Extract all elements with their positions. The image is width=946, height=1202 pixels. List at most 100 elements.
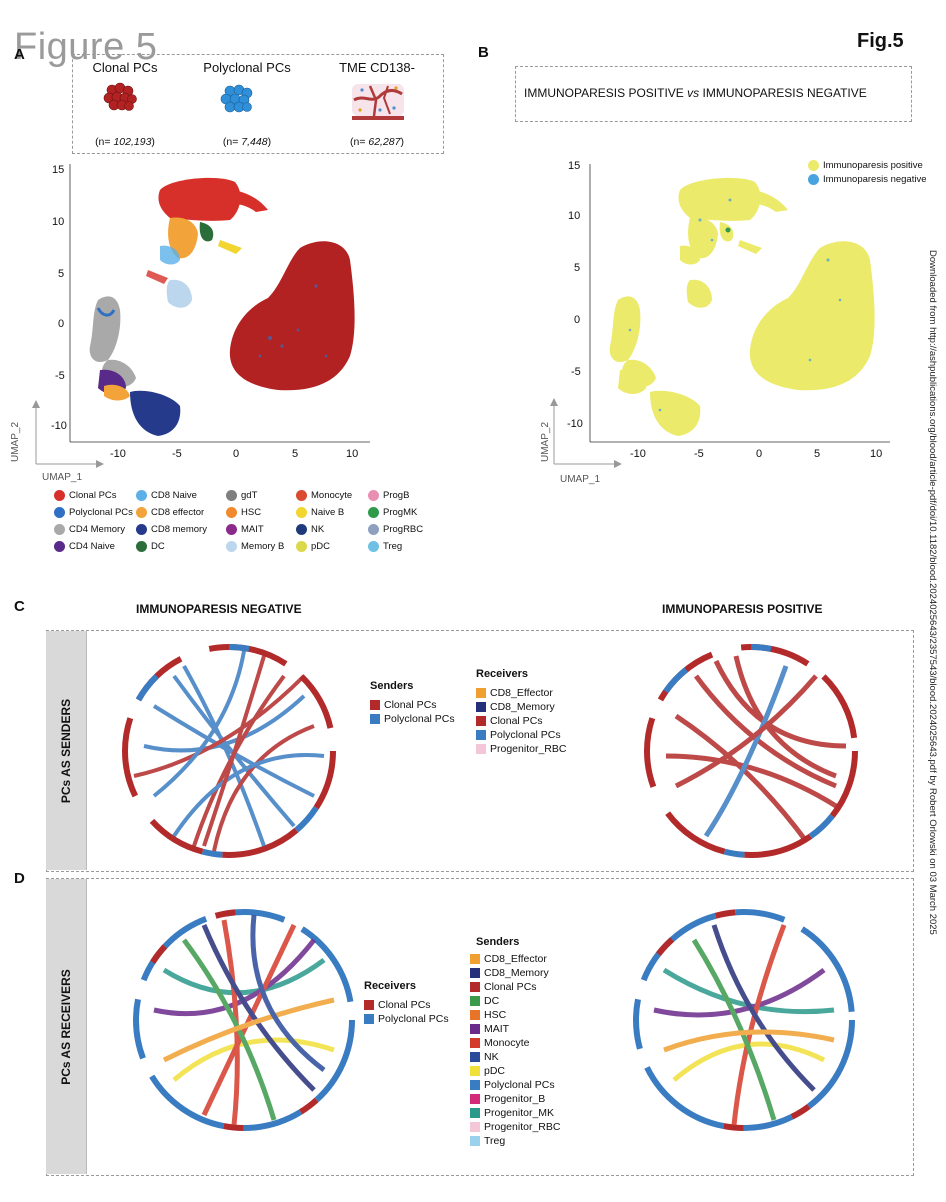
umap-a-xtick-5: 5 [292, 448, 298, 460]
panel-d-sender-cd8-effector: CD8_Effector [470, 952, 560, 966]
umap-b-xlabel: UMAP_1 [560, 474, 600, 485]
panel-d-senders-legend: Senders CD8_Effector CD8_Memory Clonal P… [470, 936, 560, 1148]
polyclonal-cells-icon [218, 82, 258, 114]
panel-d-sender-pdc: pDC [470, 1064, 560, 1078]
panel-d-sender-nk: NK [470, 1050, 560, 1064]
cell-type-legend: Clonal PCs CD8 Naive gdT Monocyte ProgB … [54, 490, 474, 560]
panel-b-letter: B [478, 44, 489, 61]
umap-a-ytick-0: 0 [58, 318, 64, 330]
umap-b-xtick-0: 0 [756, 448, 762, 460]
chord-d-positive [624, 900, 864, 1140]
panel-c-sender-clonal: Clonal PCs [370, 698, 455, 712]
legend-immunoparesis-negative: Immunoparesis negative [808, 174, 927, 185]
polyclonal-count: (n= 7,448) [190, 136, 304, 148]
legend-monocyte: Monocyte [296, 490, 352, 501]
legend-cd4-memory: CD4 Memory [54, 524, 125, 535]
legend-cd8-effector: CD8 effector [136, 507, 204, 518]
legend-gdt: gdT [226, 490, 257, 501]
umap-b-xtick-m5: -5 [694, 448, 704, 460]
panel-c-receiver-polyclonal: Polyclonal PCs [476, 728, 566, 742]
panel-d-sender-progenitor-rbc: Progenitor_RBC [470, 1120, 560, 1134]
panel-c-receiver-progenitor-rbc: Progenitor_RBC [476, 742, 566, 756]
panel-d-sender-polyclonal: Polyclonal PCs [470, 1078, 560, 1092]
legend-pdc: pDC [296, 541, 330, 552]
tme-heading: TME CD138- [320, 60, 434, 75]
immunoparesis-legend: Immunoparesis positive Immunoparesis neg… [808, 160, 927, 185]
umap-b-xtick-m10: -10 [630, 448, 646, 460]
panel-c-receiver-cd8-effector: CD8_Effector [476, 686, 566, 700]
legend-dc: DC [136, 541, 165, 552]
download-note: Downloaded from http://ashpublications.o… [927, 250, 938, 935]
umap-a-ytick-5: 5 [58, 268, 64, 280]
legend-nk: NK [296, 524, 324, 535]
umap-b-ytick-m5: -5 [571, 366, 581, 378]
legend-polyclonal-pcs: Polyclonal PCs [54, 507, 133, 518]
clonal-count: (n= 102,193) [72, 136, 178, 148]
tme-count: (n= 62,287) [320, 136, 434, 148]
umap-b-axis-arrows [548, 398, 628, 478]
panel-d-sender-clonal: Clonal PCs [470, 980, 560, 994]
panel-d-letter: D [14, 870, 25, 887]
legend-progmk: ProgMK [368, 507, 417, 518]
panel-d-receivers-legend: Receivers Clonal PCs Polyclonal PCs [364, 980, 449, 1026]
umap-a-ytick-15: 15 [52, 164, 64, 176]
legend-progrbc: ProgRBC [368, 524, 423, 535]
clonal-pcs-heading: Clonal PCs [72, 60, 178, 75]
panel-c-letter: C [14, 598, 25, 615]
panel-d-sender-cd8-memory: CD8_Memory [470, 966, 560, 980]
legend-treg: Treg [368, 541, 402, 552]
panel-c-right-title: IMMUNOPARESIS POSITIVE [662, 602, 822, 616]
panel-d-receivers-title: Receivers [364, 980, 449, 992]
umap-a-axis-arrows [30, 400, 110, 480]
panel-c-receiver-cd8-memory: CD8_Memory [476, 700, 566, 714]
panel-c-receiver-clonal: Clonal PCs [476, 714, 566, 728]
umap-a-xlabel: UMAP_1 [42, 472, 82, 483]
umap-b-xtick-10: 10 [870, 448, 882, 460]
panel-d-sender-dc: DC [470, 994, 560, 1008]
legend-naive-b: Naive B [296, 507, 344, 518]
umap-b-ytick-15: 15 [568, 160, 580, 172]
legend-memory-b: Memory B [226, 541, 284, 552]
umap-a-xtick-10: 10 [346, 448, 358, 460]
panel-c-senders-title: Senders [370, 680, 455, 692]
umap-b-ylabel: UMAP_2 [540, 422, 551, 462]
figure-label: Fig.5 [857, 30, 904, 53]
panel-a-letter: A [14, 46, 25, 63]
umap-b-ytick-10: 10 [568, 210, 580, 222]
legend-cd8-naive: CD8 Naive [136, 490, 197, 501]
panel-c-senders-legend: Senders Clonal PCs Polyclonal PCs [370, 680, 455, 726]
panel-d-sender-mait: MAIT [470, 1022, 560, 1036]
panel-d-sender-hsc: HSC [470, 1008, 560, 1022]
comparison-title: IMMUNOPARESIS POSITIVE vs IMMUNOPARESIS … [524, 86, 867, 100]
chord-c-positive [636, 636, 866, 866]
umap-b-ytick-0: 0 [574, 314, 580, 326]
umap-a-ylabel: UMAP_2 [10, 422, 21, 462]
panel-d-senders-title: Senders [476, 936, 560, 948]
umap-a-xtick-m5: -5 [172, 448, 182, 460]
bone-marrow-icon [350, 80, 406, 122]
panel-c-sender-polyclonal: Polyclonal PCs [370, 712, 455, 726]
panel-d-sender-progenitor-mk: Progenitor_MK [470, 1106, 560, 1120]
umap-a-xtick-0: 0 [233, 448, 239, 460]
row-label-senders: PCs AS SENDERS [46, 631, 87, 870]
chord-d-negative [124, 900, 364, 1140]
legend-cd8-memory: CD8 memory [136, 524, 207, 535]
legend-immunoparesis-positive: Immunoparesis positive [808, 160, 927, 171]
row-label-receivers: PCs AS RECEIVERS [46, 879, 87, 1174]
legend-hsc: HSC [226, 507, 261, 518]
polyclonal-pcs-heading: Polyclonal PCs [190, 60, 304, 75]
umap-a-ytick-m5: -5 [55, 370, 65, 382]
umap-b-xtick-5: 5 [814, 448, 820, 460]
panel-d-sender-treg: Treg [470, 1134, 560, 1148]
legend-mait: MAIT [226, 524, 264, 535]
panel-c-receivers-legend: Receivers CD8_Effector CD8_Memory Clonal… [476, 668, 566, 756]
panel-d-sender-progenitor-b: Progenitor_B [470, 1092, 560, 1106]
panel-c-left-title: IMMUNOPARESIS NEGATIVE [136, 602, 302, 616]
chord-c-negative [114, 636, 344, 866]
umap-a-xtick-m10: -10 [110, 448, 126, 460]
panel-d-sender-monocyte: Monocyte [470, 1036, 560, 1050]
panel-c-receivers-title: Receivers [476, 668, 566, 680]
legend-cd4-naive: CD4 Naive [54, 541, 115, 552]
umap-b-ytick-5: 5 [574, 262, 580, 274]
legend-progb: ProgB [368, 490, 409, 501]
